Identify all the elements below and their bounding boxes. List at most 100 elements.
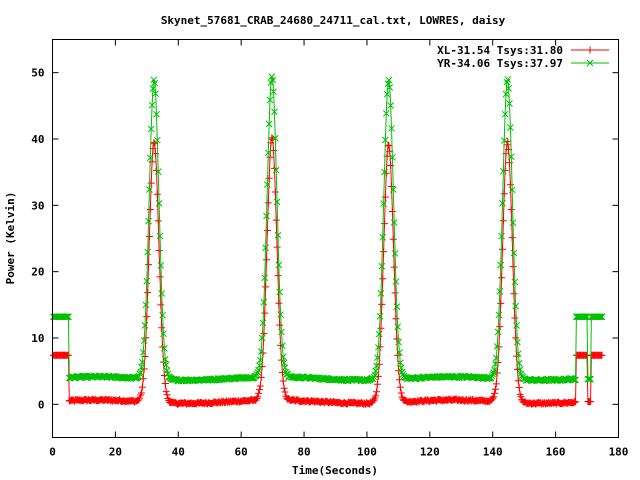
data-point	[259, 319, 267, 327]
y-axis-label: Power (Kelvin)	[4, 192, 17, 285]
data-point	[489, 370, 497, 378]
data-point	[161, 355, 169, 363]
data-point	[389, 186, 397, 193]
data-point	[387, 102, 395, 109]
data-point	[386, 84, 394, 91]
data-point	[498, 245, 506, 253]
data-point	[455, 374, 463, 382]
data-point	[274, 231, 282, 239]
data-point	[511, 314, 519, 322]
data-point	[279, 353, 287, 361]
data-point	[388, 125, 395, 132]
data-point	[265, 120, 273, 128]
data-point	[257, 348, 265, 355]
data-point	[397, 389, 405, 397]
data-point	[162, 387, 170, 395]
legend-label: XL-31.54 Tsys:31.80	[437, 44, 563, 57]
data-point	[145, 233, 153, 241]
data-point	[499, 217, 507, 225]
data-point	[276, 321, 284, 329]
data-point	[137, 369, 144, 376]
data-point	[377, 324, 385, 332]
data-point	[254, 368, 262, 376]
data-point	[272, 166, 280, 174]
data-point	[268, 134, 276, 142]
data-point	[162, 361, 170, 369]
data-point	[263, 227, 271, 235]
data-point	[152, 90, 159, 98]
x-tick-label: 40	[172, 446, 185, 459]
data-point	[252, 372, 260, 380]
x-tick-label: 140	[483, 446, 503, 459]
data-point	[266, 96, 274, 104]
data-point	[145, 217, 152, 225]
data-point	[139, 358, 146, 366]
data-point	[145, 261, 153, 269]
data-point	[487, 374, 495, 382]
data-point	[497, 299, 505, 307]
data-point	[496, 323, 504, 331]
data-point	[597, 313, 605, 321]
data-point	[252, 396, 260, 404]
data-point	[492, 380, 500, 388]
data-point	[151, 79, 159, 87]
data-point	[494, 328, 502, 336]
x-tick-label: 180	[609, 446, 629, 459]
data-point	[388, 207, 396, 215]
data-point	[587, 398, 595, 406]
data-point	[157, 261, 165, 269]
x-tick-label: 160	[546, 446, 566, 459]
data-point	[504, 76, 512, 83]
data-point	[382, 136, 389, 144]
data-point	[380, 248, 388, 256]
data-point	[571, 376, 579, 384]
data-point	[587, 375, 594, 383]
x-axis: 0 20 40 60 80 100 120 140 160 180	[49, 39, 629, 459]
data-point	[596, 313, 604, 321]
data-point	[272, 216, 280, 224]
data-point	[507, 124, 514, 131]
data-point	[510, 290, 518, 298]
data-point	[396, 349, 403, 356]
data-point	[142, 334, 150, 342]
data-point	[253, 370, 261, 378]
data-point	[148, 101, 156, 109]
data-point	[382, 110, 390, 117]
data-point	[369, 375, 377, 382]
y-tick-label: 30	[31, 199, 44, 212]
data-point	[256, 362, 263, 369]
data-point	[147, 179, 155, 187]
data-point	[154, 168, 162, 176]
data-point	[491, 366, 498, 374]
data-point	[393, 335, 401, 343]
x-tick-label: 60	[235, 446, 248, 459]
data-point	[491, 385, 499, 393]
data-point	[500, 137, 508, 144]
data-point	[385, 141, 393, 149]
data-point	[381, 168, 388, 176]
data-point	[248, 374, 255, 382]
plot-area	[49, 73, 606, 408]
data-point	[489, 394, 497, 402]
data-point	[146, 205, 154, 213]
data-point	[389, 153, 396, 161]
data-point	[390, 263, 398, 271]
data-point	[515, 383, 523, 391]
data-point	[379, 233, 387, 241]
data-point	[392, 315, 400, 323]
data-point	[273, 243, 281, 251]
data-point	[146, 186, 153, 193]
data-point	[138, 383, 146, 391]
data-point	[502, 90, 510, 98]
data-point	[580, 313, 588, 321]
data-point	[373, 380, 381, 388]
data-point	[501, 110, 509, 118]
data-point	[281, 388, 289, 396]
data-point	[515, 359, 523, 367]
data-point	[498, 274, 506, 282]
data-point	[373, 388, 381, 396]
legend-label: YR-34.06 Tsys:37.97	[437, 57, 563, 70]
data-point	[63, 313, 71, 321]
data-point	[585, 375, 593, 383]
